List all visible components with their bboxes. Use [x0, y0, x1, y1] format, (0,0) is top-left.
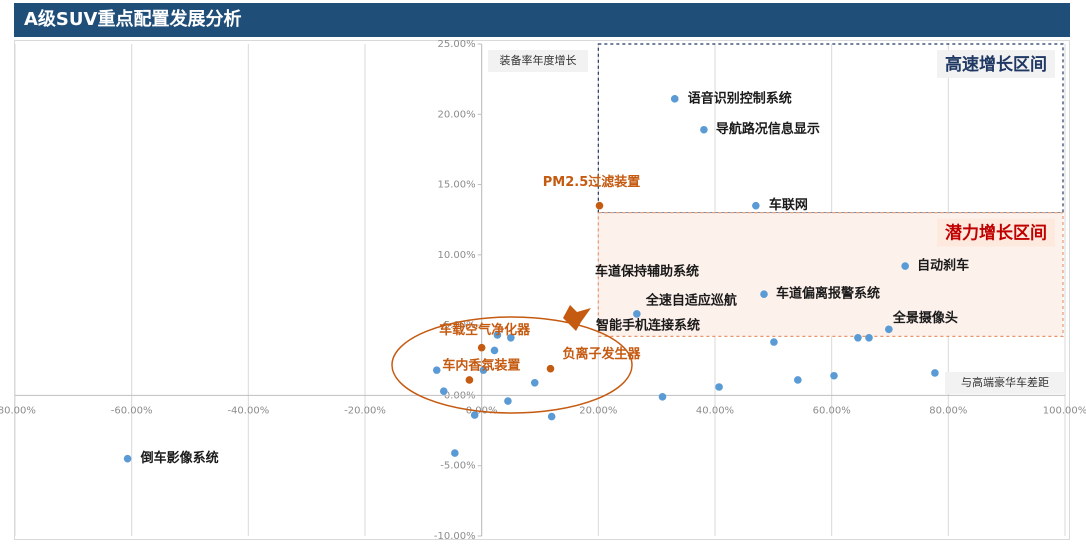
- y-tick-label: 20.00%: [438, 109, 476, 120]
- highlight-ellipse: [391, 316, 633, 414]
- x-tick-label: 100.00%: [1043, 405, 1086, 416]
- point: [854, 333, 862, 342]
- point-label: 倒车影像系统: [140, 450, 219, 466]
- point: [451, 449, 459, 457]
- region-label: 高速增长区间: [945, 54, 1047, 75]
- x-tick-label: -20.00%: [344, 405, 386, 416]
- y-tick-label: 15.00%: [438, 180, 476, 191]
- point: [865, 333, 873, 342]
- point: [760, 290, 768, 299]
- point-label: 导航路况信息显示: [716, 121, 820, 137]
- arrow: [563, 305, 591, 331]
- point-label: 车联网: [769, 197, 808, 213]
- point-label: 自动刹车: [917, 258, 969, 274]
- point: [595, 201, 604, 210]
- region-label-bg: [937, 50, 1055, 78]
- point-label: 车道偏离报警系统: [776, 286, 880, 302]
- point: [633, 310, 641, 318]
- point: [507, 333, 515, 342]
- point: [439, 387, 448, 396]
- point: [658, 393, 667, 401]
- point: [901, 262, 909, 270]
- annotation: 智能手机连接系统: [596, 318, 700, 334]
- point-label: 全速自适应巡航: [645, 292, 737, 308]
- y-tick-label: -5.00%: [440, 461, 475, 472]
- point: [700, 125, 708, 134]
- region-label: 潜力增长区间: [945, 223, 1047, 244]
- x-tick-label: 80.00%: [929, 405, 967, 416]
- point: [670, 95, 679, 103]
- axis-title-bg: [488, 50, 588, 72]
- point: [931, 369, 939, 377]
- point-label: 语音识别控制系统: [688, 90, 792, 106]
- y-tick-label: -10.00%: [434, 531, 476, 542]
- point: [123, 454, 132, 463]
- x-tick-label: -40.00%: [227, 405, 269, 416]
- x-tick-label: -80.00%: [0, 405, 36, 416]
- x-tick-label: 20.00%: [579, 405, 617, 416]
- point: [830, 371, 838, 380]
- point-label: 全景摄像头: [892, 310, 958, 326]
- y-tick-label: 10.00%: [438, 250, 476, 261]
- axis-title-bg: [945, 372, 1065, 394]
- point: [493, 331, 502, 339]
- y-tick-label: 25.00%: [438, 39, 476, 50]
- header-bar: [14, 3, 1070, 37]
- point: [477, 343, 486, 352]
- x-tick-label: 60.00%: [813, 405, 851, 416]
- point: [547, 412, 556, 421]
- x-tick-label: -60.00%: [111, 405, 153, 416]
- point-label: PM2.5过滤装置: [543, 174, 641, 190]
- x-tick-label: 40.00%: [696, 405, 734, 416]
- y-tick-label: 5.00%: [444, 320, 476, 331]
- chart-title: A级SUV重点配置发展分析: [24, 8, 241, 30]
- point: [465, 376, 474, 384]
- point-label: 负离子发生器: [563, 346, 642, 362]
- x-axis-title: 与高端豪华车差距: [961, 375, 1049, 389]
- point: [490, 346, 499, 355]
- point: [885, 325, 893, 334]
- point: [470, 411, 479, 419]
- point: [479, 366, 488, 374]
- point-label: 车内香氛装置: [442, 357, 520, 373]
- point: [530, 378, 539, 387]
- point: [432, 366, 441, 374]
- point: [794, 376, 802, 384]
- y-axis-title: 装备率年度增长: [500, 53, 577, 67]
- point-label: 车载空气净化器: [439, 322, 531, 338]
- point: [770, 338, 778, 346]
- point: [752, 201, 760, 210]
- annotation: 车道保持辅助系统: [595, 264, 699, 280]
- region-label-bg: [937, 218, 1055, 247]
- point: [715, 383, 723, 391]
- point: [546, 364, 555, 373]
- point: [504, 397, 512, 405]
